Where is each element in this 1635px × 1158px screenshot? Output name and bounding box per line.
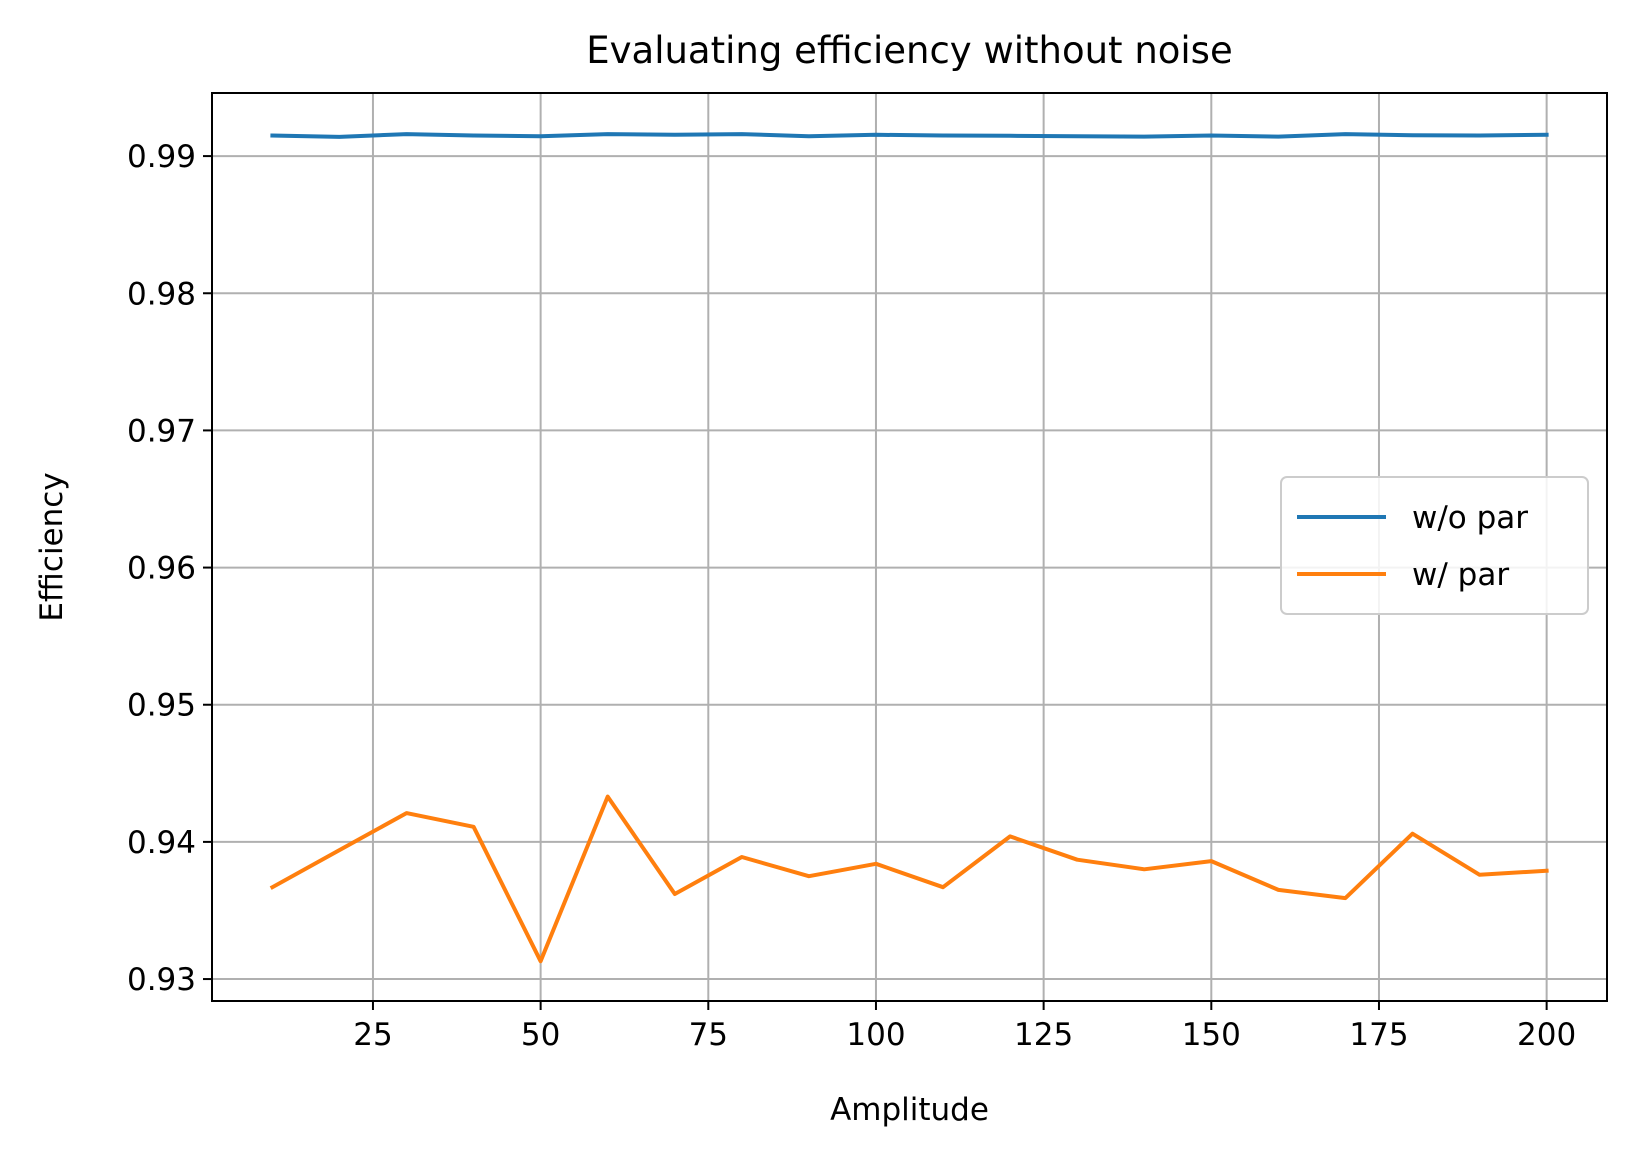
series-line-without-par [270, 132, 1549, 139]
y-tick-label: 0.98 [127, 276, 196, 312]
x-tick-label: 100 [846, 1017, 905, 1053]
grid [212, 93, 1607, 1001]
chart-title: Evaluating efficiency without noise [586, 29, 1232, 72]
plot-frame [211, 92, 1608, 1002]
x-axis-title: Amplitude [830, 1092, 989, 1128]
y-tick-label: 0.95 [127, 688, 196, 724]
x-tick-label: 175 [1349, 1017, 1408, 1053]
y-tick-label: 0.93 [127, 962, 196, 998]
y-tick-label: 0.96 [127, 551, 196, 587]
x-tick-label: 125 [1014, 1017, 1073, 1053]
y-axis-title: Efficiency [34, 472, 70, 621]
y-tick-label: 0.94 [127, 825, 196, 861]
x-tick-label: 200 [1517, 1017, 1576, 1053]
x-tick-label: 50 [521, 1017, 560, 1053]
legend-label: w/o par [1412, 500, 1528, 536]
x-tick-label: 75 [689, 1017, 728, 1053]
x-tick-label: 150 [1182, 1017, 1241, 1053]
legend: w/o par w/ par [1280, 476, 1589, 615]
series-lines [269, 132, 1549, 964]
axis-ticks: 25 50 75 100 125 150 175 200 0.93 0.94 0.95 0.96 0.9… [127, 139, 1576, 1053]
legend-label: w/ par [1412, 557, 1509, 593]
legend-box [1280, 476, 1589, 615]
y-tick-label: 0.99 [127, 139, 196, 175]
x-tick-label: 25 [353, 1017, 392, 1053]
series-line-with-par [269, 794, 1549, 964]
y-tick-label: 0.97 [127, 413, 196, 449]
